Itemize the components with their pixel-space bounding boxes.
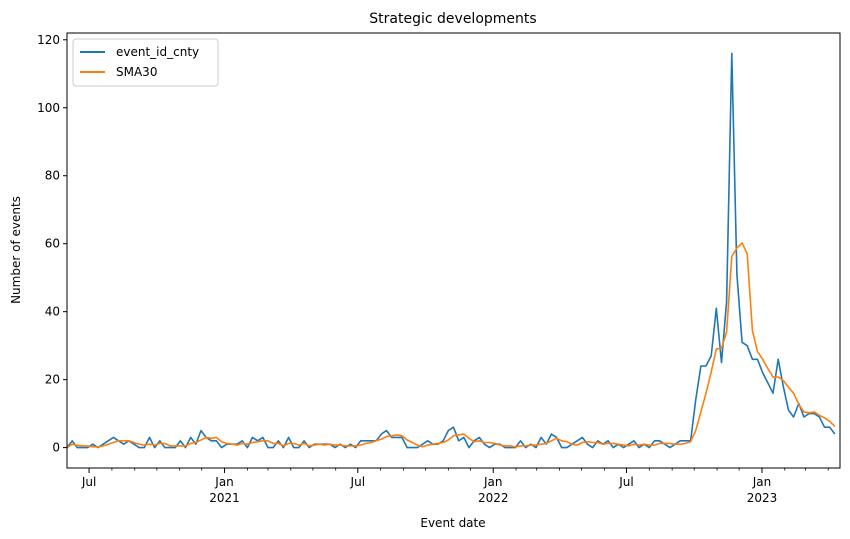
y-tick-label: 80 — [45, 169, 60, 183]
y-tick-label: 100 — [37, 101, 60, 115]
x-tick-label: Jul — [350, 475, 365, 489]
x-axis: Jul Jan 2021 Jul Jan 2022 Jul Jan 2023 — [81, 468, 829, 505]
x-tick-year-label: 2023 — [747, 491, 778, 505]
y-tick-label: 20 — [45, 373, 60, 387]
x-axis-label: Event date — [420, 516, 485, 530]
legend-label-event-id-cnty: event_id_cnty — [116, 45, 199, 59]
y-axis-label: Number of events — [9, 196, 23, 304]
y-tick-label: 0 — [52, 441, 60, 455]
plot-frame — [66, 32, 841, 469]
x-tick-year-label: 2022 — [478, 491, 509, 505]
y-axis: 0 20 40 60 80 100 120 — [37, 33, 67, 455]
legend-label-sma30: SMA30 — [116, 65, 157, 79]
x-tick-label: Jan — [483, 475, 503, 489]
x-tick-label: Jan — [752, 475, 772, 489]
x-tick-label: Jan — [214, 475, 234, 489]
series-line-sma30 — [66, 242, 836, 449]
x-tick-label: Jul — [618, 475, 633, 489]
plot-area — [66, 52, 836, 449]
x-tick-year-label: 2021 — [209, 491, 240, 505]
legend-box — [72, 38, 219, 87]
y-tick-label: 120 — [37, 33, 60, 47]
x-tick-label: Jul — [81, 475, 96, 489]
y-tick-label: 60 — [45, 237, 60, 251]
legend: event_id_cnty SMA30 — [72, 38, 219, 87]
series-line-event-id-cnty — [66, 52, 836, 449]
y-tick-label: 40 — [45, 305, 60, 319]
chart-title: Strategic developments — [369, 11, 536, 27]
